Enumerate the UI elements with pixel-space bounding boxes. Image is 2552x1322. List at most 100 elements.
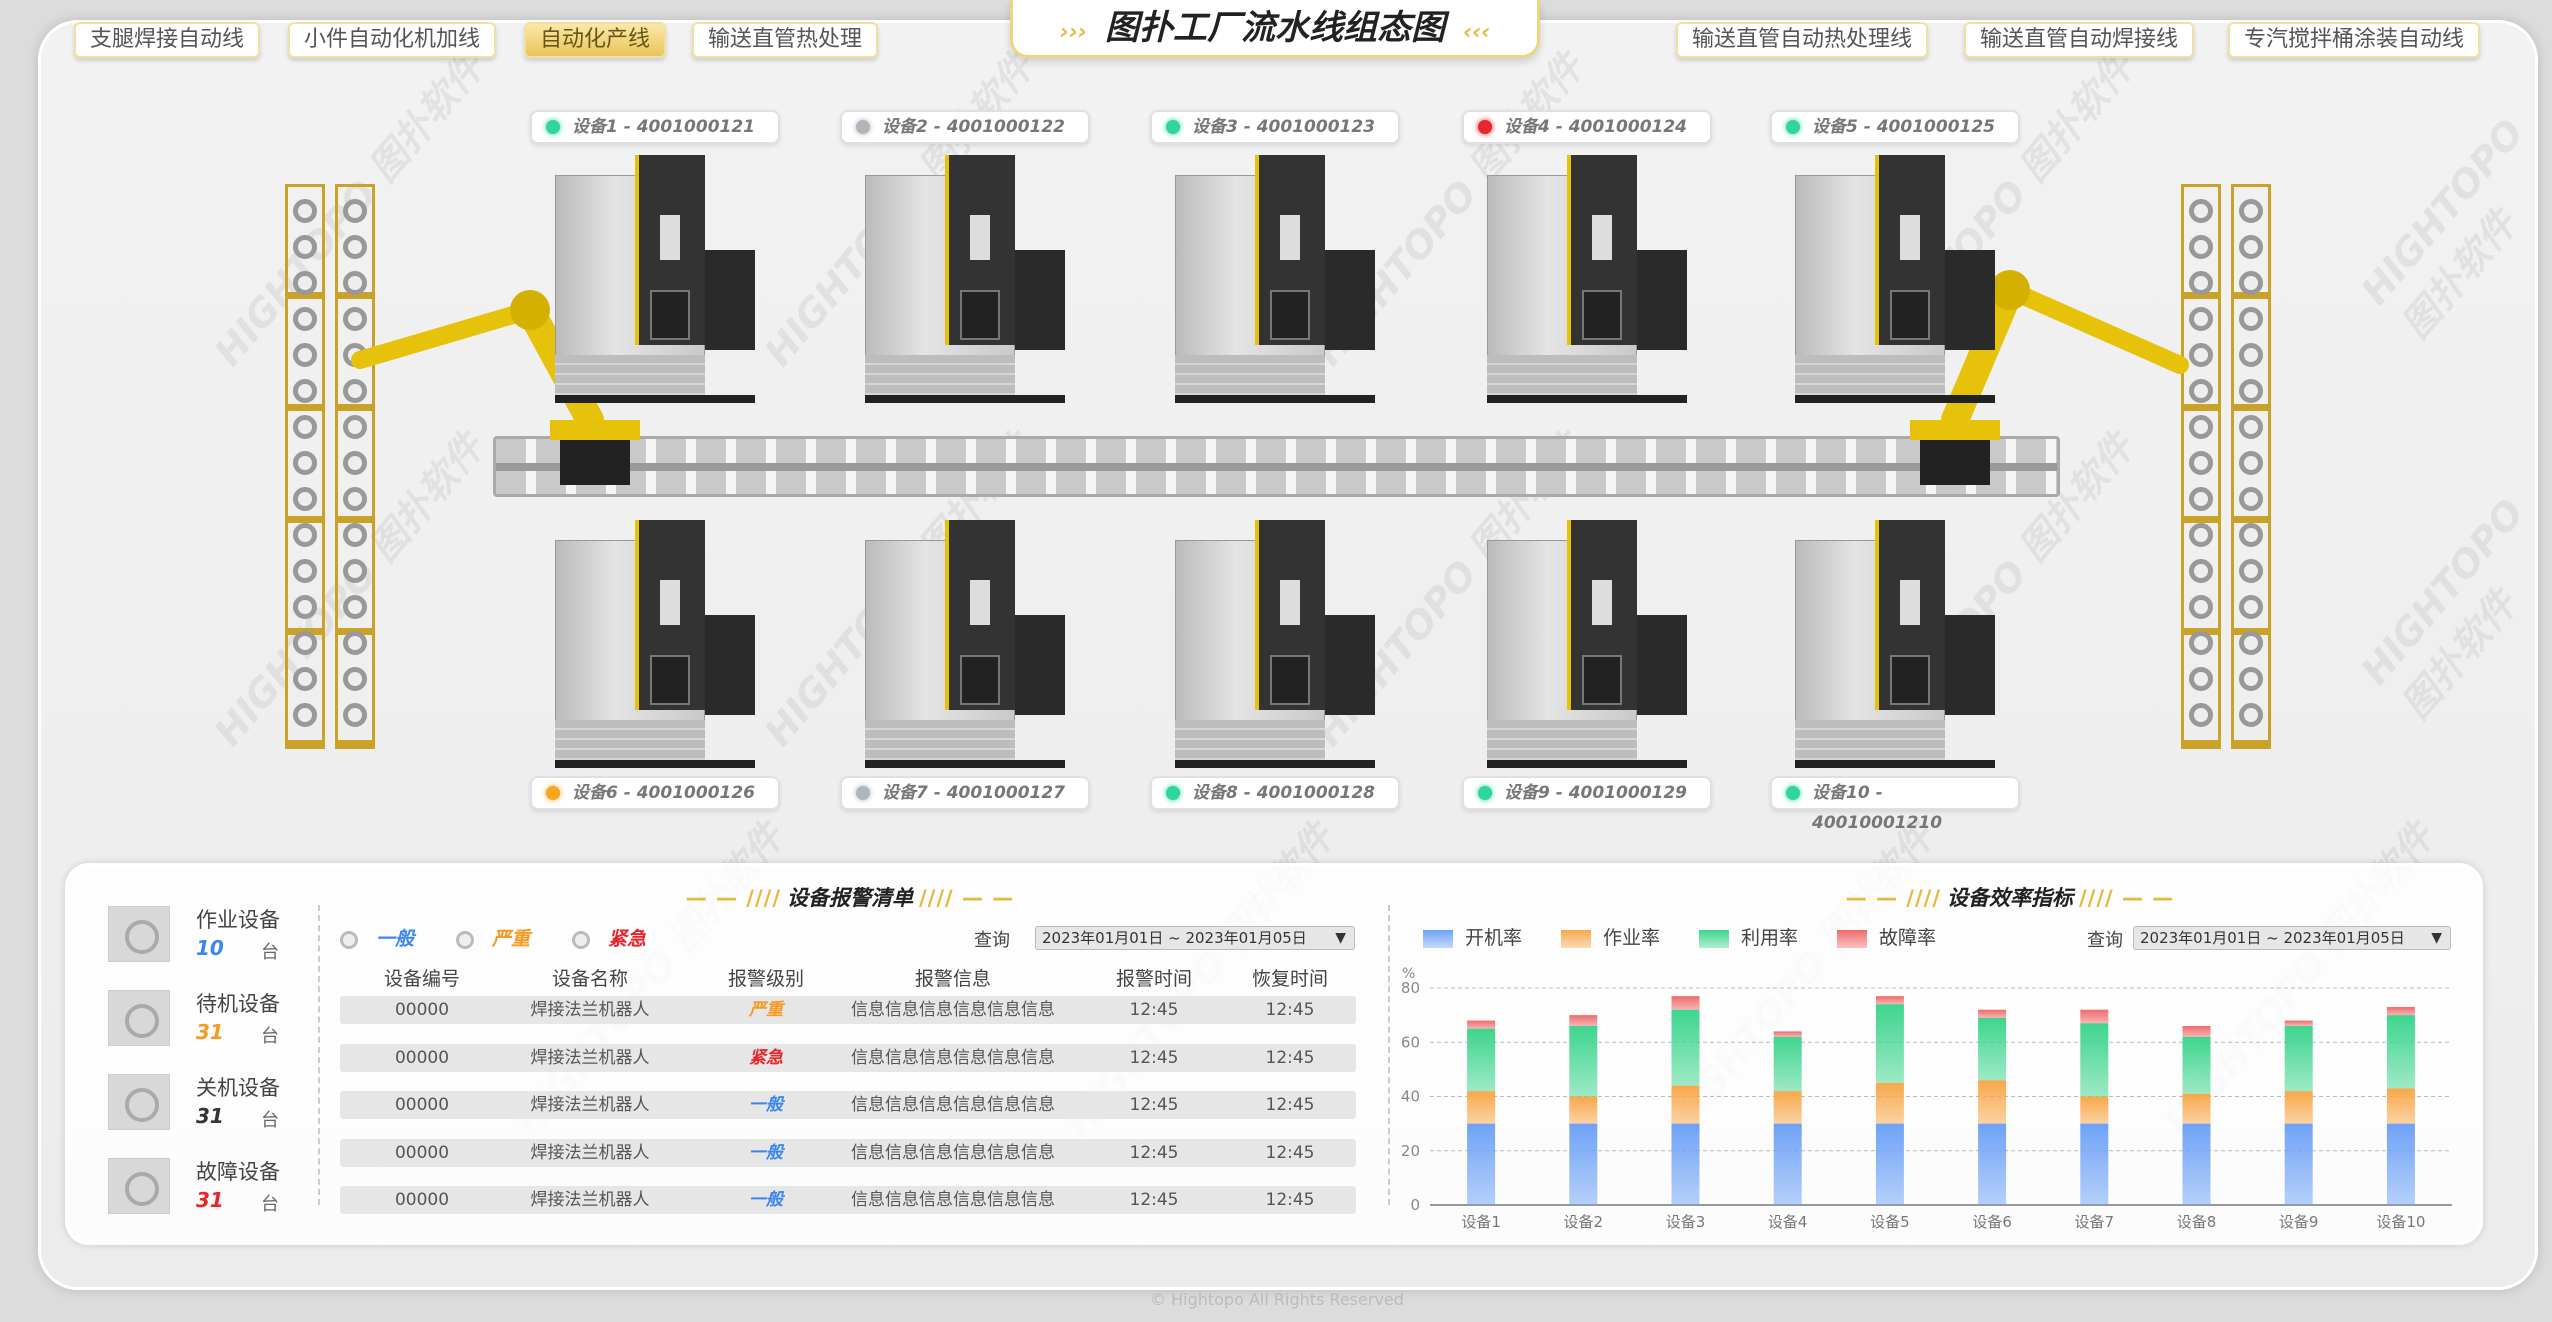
stat-unit: 台 <box>261 1110 279 1131</box>
machine-6[interactable] <box>555 520 755 768</box>
bar-segment <box>2284 1020 2313 1026</box>
legend-item[interactable]: 故障率 <box>1837 923 1936 950</box>
title-text: 图扑工厂流水线组态图 <box>1105 8 1445 48</box>
x-tick-label: 设备3 <box>1666 1213 1706 1231</box>
device-label[interactable]: 设备4 - 4001000124 <box>1462 110 1712 144</box>
roller-icon <box>293 271 317 295</box>
roller-icon <box>293 667 317 691</box>
machine-part <box>1592 215 1612 260</box>
table-row[interactable]: 00000 焊接法兰机器人 一般 信息信息信息信息信息信息 12:45 12:45 <box>340 1138 1356 1167</box>
machine-4[interactable] <box>1487 155 1687 403</box>
legend-item[interactable]: 利用率 <box>1699 923 1798 950</box>
roller-icon <box>343 307 367 331</box>
cell-recover_time: 12:45 <box>1265 1142 1315 1163</box>
efficiency-title-text: 设备效率指标 <box>1947 886 2073 910</box>
tab-line-7[interactable]: 专汽搅拌桶涂装自动线 <box>2228 22 2481 58</box>
machine-part <box>1795 395 1995 403</box>
machine-7[interactable] <box>865 520 1065 768</box>
device-label[interactable]: 设备1 - 4001000121 <box>530 110 780 144</box>
roller-icon <box>2239 487 2263 511</box>
cell-level: 严重 <box>749 1000 783 1020</box>
column-header: 报警时间 <box>1115 968 1192 990</box>
efficiency-date-select[interactable]: 2023年01月01日 ~ 2023年01月05日 ▼ <box>2133 926 2451 950</box>
stat-value: 31 <box>196 1020 224 1044</box>
stat-item[interactable]: 关机设备 31 台 <box>108 1074 308 1144</box>
roller-icon <box>2239 451 2263 475</box>
tab-line-4[interactable]: 输送直管热处理 <box>692 22 879 58</box>
filter-radio-1[interactable]: 一般 <box>340 924 414 951</box>
device-label[interactable]: 设备3 - 4001000123 <box>1150 110 1400 144</box>
device-label[interactable]: 设备2 - 4001000122 <box>840 110 1090 144</box>
bar-segment <box>1978 1009 2007 1018</box>
bar-segment <box>2386 1006 2415 1016</box>
legend-label: 开机率 <box>1465 927 1523 949</box>
device-status-icon <box>108 1158 170 1214</box>
machine-part <box>1487 720 1637 765</box>
roller-icon <box>2239 271 2263 295</box>
cell-alarm_time: 12:45 <box>1129 1142 1179 1163</box>
machine-1[interactable] <box>555 155 755 403</box>
table-row[interactable]: 00000 焊接法兰机器人 严重 信息信息信息信息信息信息 12:45 12:45 <box>340 996 1356 1024</box>
machine-3[interactable] <box>1175 155 1375 403</box>
machine-part <box>1015 615 1065 715</box>
filter-radio-2[interactable]: 严重 <box>456 924 530 951</box>
roller-icon <box>343 235 367 259</box>
bar-segment <box>1773 1036 1802 1092</box>
tab-line-1[interactable]: 支腿焊接自动线 <box>74 22 261 58</box>
bar-segment <box>2080 1096 2109 1124</box>
table-row[interactable]: 00000 焊接法兰机器人 紧急 信息信息信息信息信息信息 12:45 12:45 <box>340 1043 1356 1072</box>
device-label-text: 设备1 - 4001000121 <box>572 117 756 137</box>
roller-icon <box>343 487 367 511</box>
alarm-title: — — ////设备报警清单//// — — <box>685 886 1015 910</box>
cell-recover_time: 12:45 <box>1265 1000 1315 1020</box>
bar-segment <box>2080 1123 2109 1205</box>
conveyor-belt <box>493 436 2060 497</box>
bar-segment <box>1978 1123 2007 1205</box>
legend-item[interactable]: 作业率 <box>1561 923 1660 950</box>
table-row[interactable]: 00000 焊接法兰机器人 一般 信息信息信息信息信息信息 12:45 12:45 <box>340 1091 1356 1119</box>
machine-2[interactable] <box>865 155 1065 403</box>
bar-segment <box>2284 1025 2313 1092</box>
machine-part <box>1270 655 1310 705</box>
device-label[interactable]: 设备5 - 4001000125 <box>1770 110 2020 144</box>
roller-icon <box>2189 487 2213 511</box>
machine-9[interactable] <box>1487 520 1687 768</box>
device-label[interactable]: 设备7 - 4001000127 <box>840 776 1090 810</box>
device-label[interactable]: 设备8 - 4001000128 <box>1150 776 1400 810</box>
cell-name: 焊接法兰机器人 <box>530 1000 650 1020</box>
roller-icon <box>2189 667 2213 691</box>
device-label[interactable]: 设备10 - 40010001210 <box>1770 776 2020 833</box>
machine-8[interactable] <box>1175 520 1375 768</box>
stat-item[interactable]: 作业设备 10 台 <box>108 906 308 976</box>
device-label-text: 设备4 - 4001000124 <box>1504 117 1688 137</box>
machine-5[interactable] <box>1795 155 1995 403</box>
roller-icon <box>2189 559 2213 583</box>
cell-level: 一般 <box>749 1095 783 1115</box>
tab-line-6[interactable]: 输送直管自动焊接线 <box>1964 22 2195 58</box>
machine-part <box>1582 290 1622 340</box>
tab-line-5[interactable]: 输送直管自动热处理线 <box>1676 22 1929 58</box>
cell-name: 焊接法兰机器人 <box>530 1047 650 1068</box>
legend-item[interactable]: 开机率 <box>1423 923 1522 950</box>
filter-radio-3[interactable]: 紧急 <box>572 924 646 951</box>
roller-icon <box>343 703 367 727</box>
tab-line-3[interactable]: 自动化产线 <box>524 22 667 58</box>
machine-part <box>1175 760 1375 768</box>
bar-segment <box>1875 1004 1904 1083</box>
cell-info: 信息信息信息信息信息信息 <box>851 1047 1055 1068</box>
cell-id: 00000 <box>394 1190 450 1210</box>
device-label[interactable]: 设备6 - 4001000126 <box>530 776 780 810</box>
machine-10[interactable] <box>1795 520 1995 768</box>
legend-swatch <box>1837 929 1867 948</box>
table-row[interactable]: 00000 焊接法兰机器人 一般 信息信息信息信息信息信息 12:45 12:45 <box>340 1186 1356 1214</box>
device-label-text: 设备9 - 4001000129 <box>1504 783 1688 803</box>
tab-line-2[interactable]: 小件自动化机加线 <box>288 22 497 58</box>
bar-segment <box>2182 1036 2211 1094</box>
roller-icon <box>343 667 367 691</box>
device-label[interactable]: 设备9 - 4001000129 <box>1462 776 1712 810</box>
cell-info: 信息信息信息信息信息信息 <box>851 1095 1055 1115</box>
stat-item[interactable]: 故障设备 31 台 <box>108 1158 308 1228</box>
stat-item[interactable]: 待机设备 31 台 <box>108 990 308 1060</box>
machine-part <box>1945 615 1995 715</box>
alarm-date-select[interactable]: 2023年01月01日 ~ 2023年01月05日 ▼ <box>1035 926 1355 950</box>
